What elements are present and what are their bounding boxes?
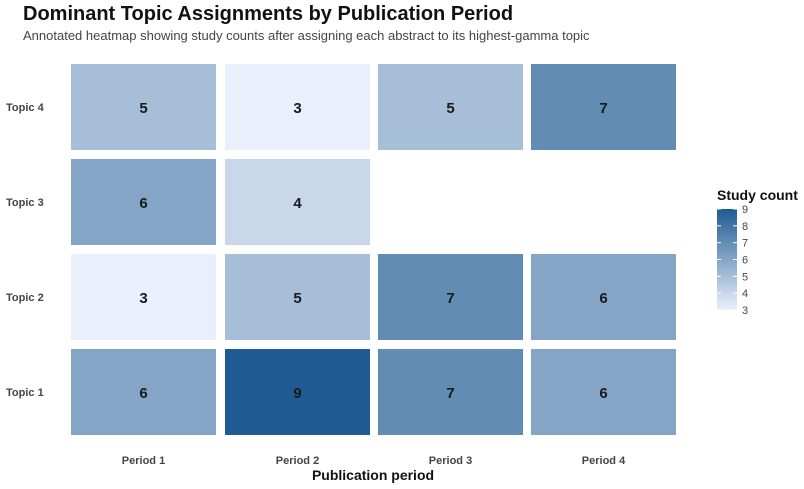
x-tick-label: Period 2 xyxy=(276,455,319,467)
y-axis-ticks: Topic 1 Topic 2 Topic 3 Topic 4 xyxy=(6,102,45,399)
cell-value-label: 6 xyxy=(139,385,147,402)
cell-value-label: 3 xyxy=(293,100,301,117)
heatmap-cell xyxy=(378,349,523,435)
heatmap-cell xyxy=(225,64,370,150)
x-tick-label: Period 4 xyxy=(582,455,626,467)
colorbar-title: Study count xyxy=(717,187,798,203)
colorbar-tick-label: 8 xyxy=(742,221,748,233)
y-tick-label: Topic 1 xyxy=(6,387,44,399)
heatmap-cell xyxy=(71,349,216,435)
y-tick-label: Topic 3 xyxy=(6,197,44,209)
heatmap-cell xyxy=(531,64,676,150)
cell-value-label: 5 xyxy=(139,100,147,117)
cell-value-label: 5 xyxy=(446,100,454,117)
heatmap-cells: 6 9 7 6 3 5 7 6 6 4 5 3 5 7 xyxy=(71,64,676,435)
colorbar-tick-label: 9 xyxy=(742,204,748,216)
x-axis-ticks: Period 1 Period 2 Period 3 Period 4 xyxy=(122,455,626,467)
cell-value-label: 9 xyxy=(293,385,301,402)
cell-value-label: 7 xyxy=(446,385,454,402)
cell-value-label: 6 xyxy=(599,385,607,402)
chart-subtitle: Annotated heatmap showing study counts a… xyxy=(23,28,590,43)
cell-value-label: 6 xyxy=(599,290,607,307)
heatmap-cell xyxy=(225,159,370,245)
heatmap-cell xyxy=(378,254,523,340)
colorbar-tick-label: 3 xyxy=(742,305,748,317)
chart-title: Dominant Topic Assignments by Publicatio… xyxy=(23,3,514,25)
heatmap-cell xyxy=(531,254,676,340)
cell-value-label: 7 xyxy=(599,100,607,117)
x-tick-label: Period 3 xyxy=(429,455,472,467)
y-tick-label: Topic 4 xyxy=(6,102,45,114)
cell-value-label: 5 xyxy=(293,290,301,307)
cell-value-label: 7 xyxy=(446,290,454,307)
colorbar: 3 4 5 6 7 8 9 xyxy=(717,204,748,317)
heatmap-cell xyxy=(71,64,216,150)
colorbar-tick-label: 6 xyxy=(742,255,748,267)
colorbar-tick-label: 5 xyxy=(742,271,748,283)
cell-value-label: 4 xyxy=(293,195,302,212)
heatmap-cell xyxy=(71,159,216,245)
colorbar-tick-label: 4 xyxy=(742,288,748,300)
x-axis-label: Publication period xyxy=(312,467,434,483)
cell-value-label: 3 xyxy=(139,290,147,307)
heatmap-cell xyxy=(378,64,523,150)
colorbar-gradient xyxy=(717,209,737,310)
heatmap-cell xyxy=(71,254,216,340)
x-tick-label: Period 1 xyxy=(122,455,165,467)
cell-value-label: 6 xyxy=(139,195,147,212)
colorbar-tick-label: 7 xyxy=(742,238,748,250)
heatmap-cell xyxy=(225,254,370,340)
y-tick-label: Topic 2 xyxy=(6,292,44,304)
heatmap-cell xyxy=(225,349,370,435)
heatmap-cell xyxy=(531,349,676,435)
